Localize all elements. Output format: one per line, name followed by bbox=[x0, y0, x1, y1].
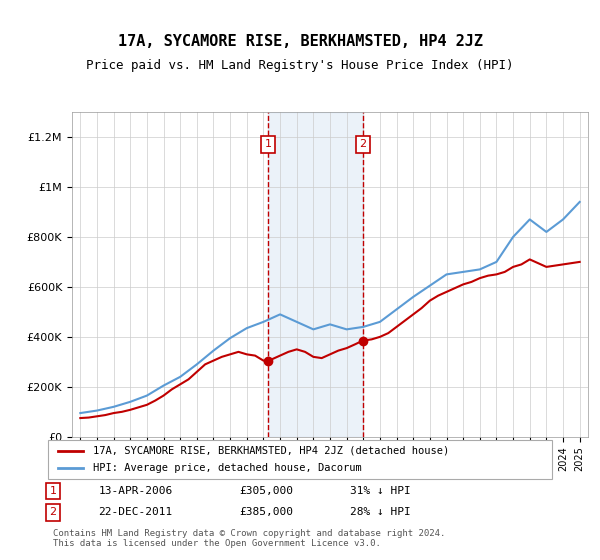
Text: 17A, SYCAMORE RISE, BERKHAMSTED, HP4 2JZ: 17A, SYCAMORE RISE, BERKHAMSTED, HP4 2JZ bbox=[118, 34, 482, 49]
Text: 17A, SYCAMORE RISE, BERKHAMSTED, HP4 2JZ (detached house): 17A, SYCAMORE RISE, BERKHAMSTED, HP4 2JZ… bbox=[94, 446, 449, 456]
Bar bbox=[268, 112, 363, 437]
Text: 1: 1 bbox=[50, 486, 56, 496]
Text: 2: 2 bbox=[359, 139, 367, 150]
Text: £385,000: £385,000 bbox=[239, 507, 293, 517]
Text: HPI: Average price, detached house, Dacorum: HPI: Average price, detached house, Daco… bbox=[94, 463, 362, 473]
Text: Contains HM Land Registry data © Crown copyright and database right 2024.
This d: Contains HM Land Registry data © Crown c… bbox=[53, 529, 445, 548]
Text: 1: 1 bbox=[265, 139, 272, 150]
Text: 2: 2 bbox=[49, 507, 56, 517]
Text: 31% ↓ HPI: 31% ↓ HPI bbox=[350, 486, 411, 496]
Text: Price paid vs. HM Land Registry's House Price Index (HPI): Price paid vs. HM Land Registry's House … bbox=[86, 59, 514, 72]
Text: 22-DEC-2011: 22-DEC-2011 bbox=[98, 507, 173, 517]
Text: 28% ↓ HPI: 28% ↓ HPI bbox=[350, 507, 411, 517]
Text: 13-APR-2006: 13-APR-2006 bbox=[98, 486, 173, 496]
FancyBboxPatch shape bbox=[48, 440, 552, 479]
Text: £305,000: £305,000 bbox=[239, 486, 293, 496]
